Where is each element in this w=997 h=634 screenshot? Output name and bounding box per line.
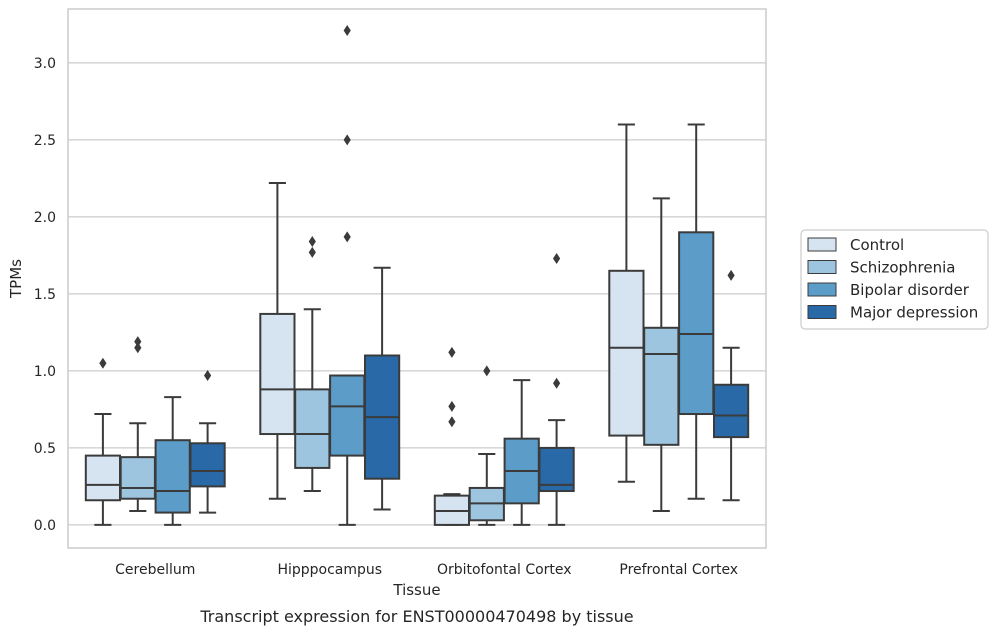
y-tick-label: 1.5 xyxy=(34,287,56,303)
x-axis-label: Tissue xyxy=(392,581,440,599)
y-tick-label: 2.5 xyxy=(34,133,56,149)
x-tick-labels: Cerebellum Hipppocampus Orbitofontal Corte… xyxy=(115,562,738,578)
y-tick-label: 3.0 xyxy=(34,56,56,72)
outlier-point xyxy=(308,246,316,258)
outlier-point xyxy=(448,346,456,358)
legend-swatch xyxy=(807,260,837,274)
box-group xyxy=(433,346,471,526)
y-axis-label: TPMs xyxy=(7,259,25,299)
legend-label: Major depression xyxy=(850,304,978,322)
box-group xyxy=(189,370,226,514)
y-tick-label: 0.0 xyxy=(34,518,56,534)
outlier-point xyxy=(553,377,561,389)
box-group xyxy=(643,197,680,513)
box xyxy=(678,231,715,416)
box xyxy=(643,326,680,446)
box xyxy=(189,442,226,488)
box xyxy=(259,312,296,436)
legend: Control Schizophrenia Bipolar disorder Majo… xyxy=(800,229,989,330)
outlier-point xyxy=(448,416,456,428)
box-group xyxy=(329,25,366,526)
legend-frame xyxy=(800,229,989,330)
outlier-point xyxy=(343,25,351,37)
outlier-point xyxy=(204,370,212,382)
box xyxy=(608,269,645,437)
chart-caption: Transcript expression for ENST0000047049… xyxy=(199,607,633,626)
y-tick-label: 2.0 xyxy=(34,210,56,226)
legend-label: Control xyxy=(850,236,904,254)
box-group xyxy=(84,357,122,526)
outlier-point xyxy=(727,269,735,281)
box-group xyxy=(608,123,645,483)
x-tick-label: Prefrontal Cortex xyxy=(619,562,738,578)
plot-frame xyxy=(67,8,767,549)
box xyxy=(84,454,122,502)
box-group xyxy=(363,266,401,511)
legend-swatch xyxy=(807,237,837,252)
box xyxy=(538,446,575,493)
x-tick-label: Hipppocampus xyxy=(277,562,382,578)
box xyxy=(329,374,366,457)
y-tick-labels: 0.0 0.5 1.0 1.5 2.0 2.5 3.0 xyxy=(34,56,56,534)
outlier-point xyxy=(99,357,107,369)
box xyxy=(294,388,331,469)
x-tick-label: Cerebellum xyxy=(115,562,195,578)
box-group xyxy=(712,269,750,502)
box-group xyxy=(468,365,505,526)
box-group xyxy=(259,182,296,500)
outlier-point xyxy=(483,365,491,377)
box-groups xyxy=(84,25,750,526)
box-group xyxy=(154,396,191,526)
box-group xyxy=(538,252,575,526)
box-group xyxy=(294,236,331,493)
box xyxy=(119,456,156,500)
outlier-point xyxy=(134,336,142,348)
box xyxy=(154,439,191,514)
legend-label: Bipolar disorder xyxy=(850,281,970,299)
outlier-point xyxy=(343,134,351,146)
outlier-point xyxy=(134,342,142,354)
box-group xyxy=(678,123,715,500)
legend-label: Schizophrenia xyxy=(850,259,955,277)
legend-swatch xyxy=(807,282,837,297)
x-tick-label: Orbitofontal Cortex xyxy=(437,562,572,578)
legend-swatch xyxy=(807,305,837,319)
outlier-point xyxy=(343,231,351,243)
box-group xyxy=(503,379,540,526)
y-tick-label: 0.5 xyxy=(34,441,56,457)
outlier-point xyxy=(553,252,561,264)
outlier-point xyxy=(308,236,316,248)
y-tick-label: 1.0 xyxy=(34,364,56,380)
box xyxy=(712,383,750,439)
box-group xyxy=(119,336,156,513)
outlier-point xyxy=(448,400,456,412)
